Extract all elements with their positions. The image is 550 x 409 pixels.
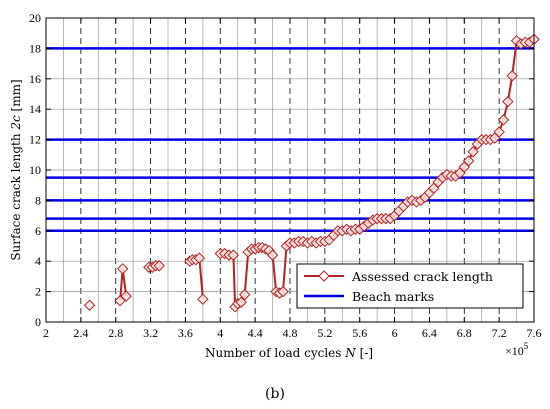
x-tick-label-8: 5.2: [317, 326, 332, 340]
x-tick-label-6: 4.4: [248, 326, 263, 340]
x-tick-label-10: 6: [392, 326, 398, 340]
data-point-3: [120, 290, 132, 302]
data-point-20: [238, 288, 251, 301]
axes-frame: [45, 17, 535, 323]
data-point-83: [502, 95, 514, 108]
x-axis-multiplier: ×105: [505, 341, 529, 358]
y-tick-label-8: 16: [29, 72, 41, 86]
legend-beach-label: Beach marks: [352, 289, 434, 304]
x-tick-label-4: 3.6: [178, 326, 193, 340]
data-point-0: [83, 299, 96, 311]
y-tick-label-1: 2: [35, 285, 41, 299]
y-tick-label-3: 6: [35, 224, 41, 238]
data-point-12: [197, 293, 209, 305]
x-tick-label-13: 7.2: [492, 326, 507, 340]
y-tick-label-5: 10: [29, 163, 41, 177]
x-tick-labels: 2 2.4 2.8 3.2 3.6 4 4.4 4.8 5.2 5.6 6 6.4 6.8 7.2 7.6: [43, 326, 542, 340]
x-tick-label-3: 3.2: [143, 326, 158, 340]
x-axis-label: Number of load cycles N [-]: [205, 346, 373, 360]
y-tick-labels: 0 2 4 6 8 10 12 14 16 18 20: [29, 11, 41, 329]
y-tick-label-10: 20: [29, 11, 41, 25]
data-point-19: [235, 296, 247, 308]
data-point-82: [497, 114, 510, 126]
assessed-crack-length-series: [83, 33, 540, 313]
y-tick-label-6: 12: [29, 133, 41, 147]
figure-caption: (b): [265, 386, 285, 402]
data-point-75: [467, 146, 479, 158]
legend-assessed-marker: [318, 270, 330, 282]
y-tick-label-7: 14: [29, 102, 41, 116]
y-tick-label-4: 8: [35, 193, 41, 207]
x-tick-label-12: 6.8: [457, 326, 472, 340]
x-tick-label-5: 4: [217, 326, 223, 340]
y-tick-label-2: 4: [35, 254, 41, 268]
x-tick-label-7: 4.8: [283, 326, 298, 340]
x-tick-label-2: 2.8: [108, 326, 123, 340]
data-point-16: [227, 249, 240, 261]
data-point-74: [462, 155, 475, 167]
data-point-28: [266, 249, 279, 261]
y-axis-label: Surface crack length 2c [mm]: [9, 79, 23, 260]
data-point-84: [506, 70, 518, 82]
legend-box: [296, 263, 524, 309]
x-tick-label-11: 6.4: [422, 326, 437, 340]
x-tick-label-1: 2.4: [73, 326, 88, 340]
legend: Assessed crack length Beach marks: [296, 263, 524, 309]
data-point-2: [116, 263, 129, 275]
data-point-11: [193, 252, 206, 264]
data-point-31: [277, 285, 289, 298]
x-tick-label-0: 2: [43, 326, 49, 340]
legend-assessed-label: Assessed crack length: [351, 269, 493, 284]
x-tick-label-14: 7.6: [527, 326, 542, 340]
x-tick-label-9: 5.6: [352, 326, 367, 340]
y-tick-label-9: 18: [29, 41, 41, 55]
y-tick-label-0: 0: [35, 315, 41, 329]
data-point-7: [153, 260, 165, 272]
data-point-81: [493, 126, 505, 138]
